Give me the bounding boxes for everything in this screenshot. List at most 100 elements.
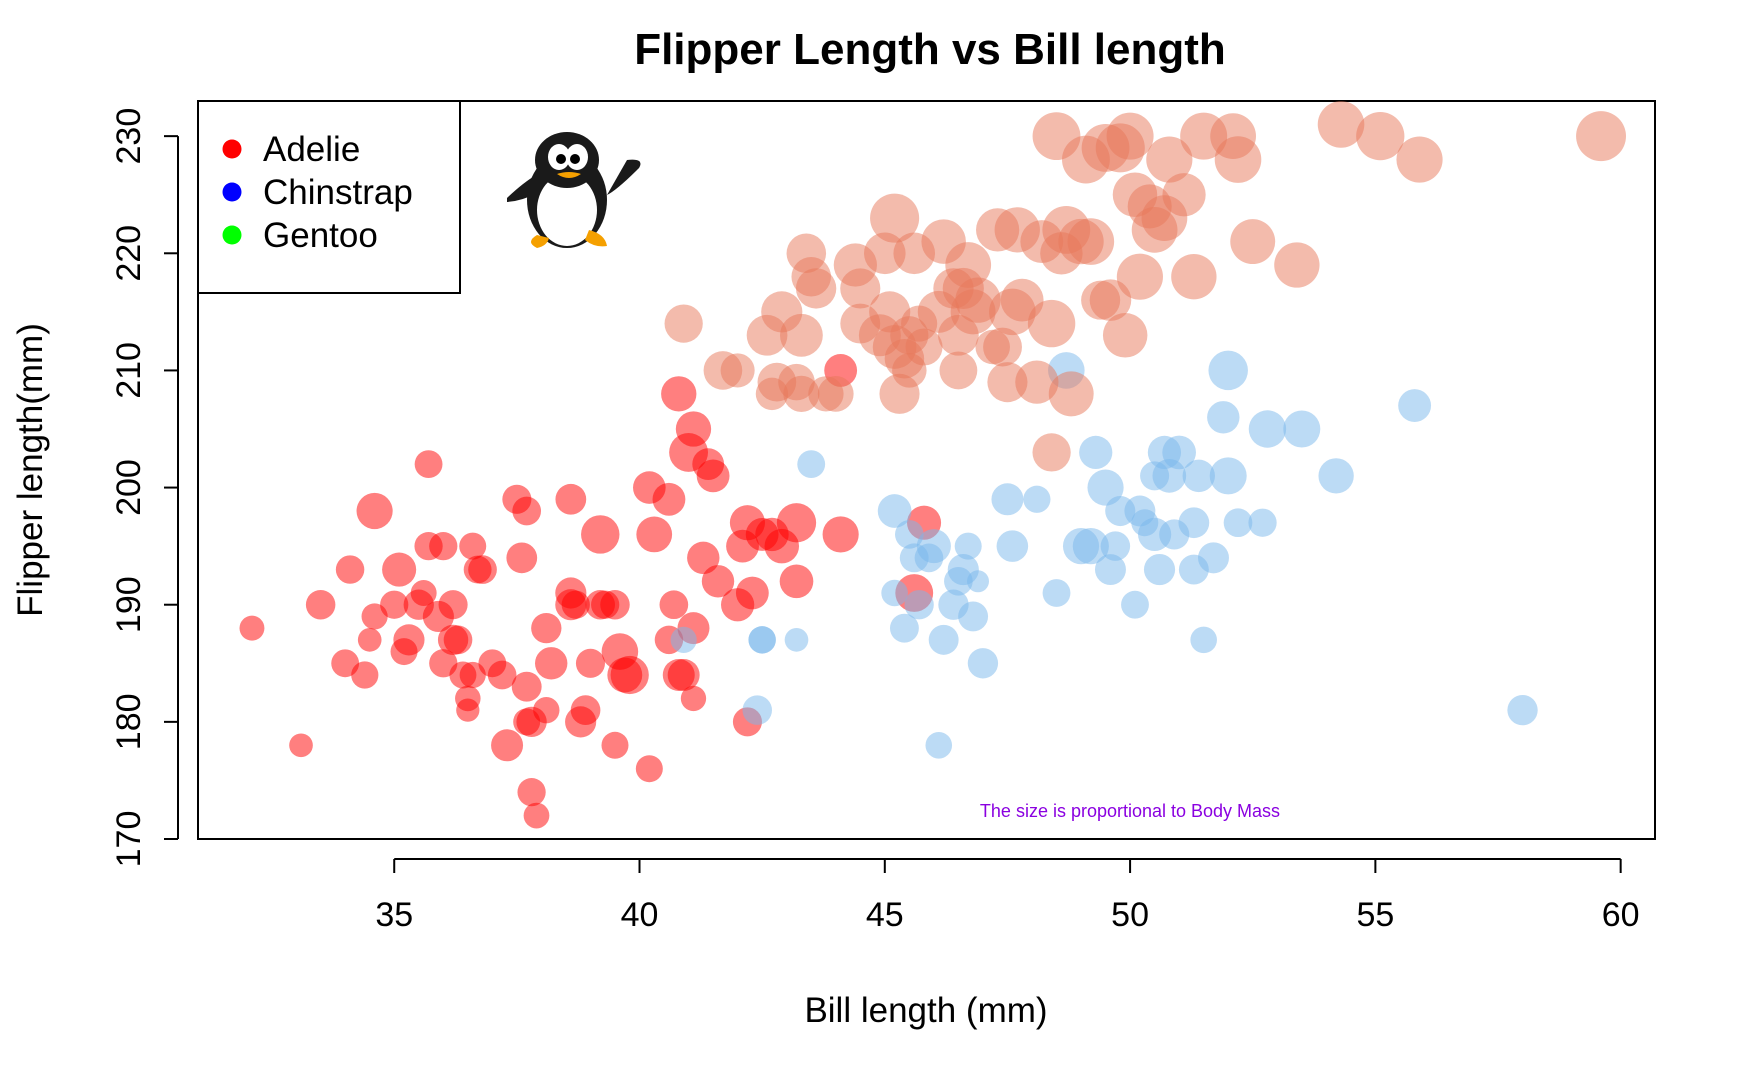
legend: Adelie Chinstrap Gentoo <box>197 100 461 294</box>
data-point <box>1162 173 1206 217</box>
data-point <box>1230 219 1276 265</box>
data-points <box>239 101 1626 829</box>
data-point <box>393 624 425 656</box>
data-point <box>1048 371 1094 417</box>
data-point <box>894 520 924 549</box>
data-point <box>783 375 820 412</box>
x-axis: 35 40 45 50 55 60 <box>375 858 1640 934</box>
data-point <box>1102 313 1148 358</box>
data-point <box>610 655 649 695</box>
data-point <box>305 589 336 620</box>
data-point <box>1214 136 1262 183</box>
data-point <box>877 494 912 528</box>
series-chinstrap <box>670 350 1538 759</box>
data-point <box>1274 242 1320 288</box>
data-point <box>797 450 826 479</box>
chart-title: Flipper Length vs Bill length <box>634 25 1226 74</box>
data-point <box>1356 112 1405 161</box>
data-point <box>575 648 605 678</box>
data-point <box>784 628 809 652</box>
data-point <box>987 362 1028 403</box>
data-point <box>664 304 703 343</box>
data-point <box>351 661 379 689</box>
data-point <box>1116 253 1163 300</box>
data-point <box>356 492 393 530</box>
data-point <box>905 328 943 366</box>
data-point <box>779 313 823 357</box>
data-point <box>967 570 990 593</box>
data-point <box>1248 508 1277 537</box>
data-point <box>239 615 265 641</box>
data-point <box>1087 469 1124 506</box>
data-point <box>1143 553 1176 586</box>
data-point <box>954 532 982 560</box>
data-point <box>670 626 697 653</box>
data-point <box>459 532 487 560</box>
x-tick-label: 60 <box>1602 896 1640 934</box>
y-tick-label: 220 <box>110 225 148 282</box>
legend-label: Adelie <box>263 130 360 169</box>
data-point <box>776 503 817 543</box>
data-point <box>600 589 630 620</box>
data-point <box>581 515 620 554</box>
data-point <box>1171 254 1217 300</box>
data-point <box>659 590 689 620</box>
data-point <box>1182 459 1215 493</box>
data-point <box>939 351 978 390</box>
data-point <box>916 529 951 564</box>
y-tick-label: 190 <box>110 576 148 633</box>
data-point <box>742 695 773 725</box>
data-point <box>1072 528 1109 565</box>
data-point <box>357 628 382 652</box>
data-point <box>1121 590 1149 619</box>
y-axis: 170 180 190 200 210 220 230 <box>110 108 179 867</box>
data-point <box>456 698 480 722</box>
data-point <box>928 624 959 655</box>
data-point <box>555 589 587 621</box>
data-point <box>720 353 755 388</box>
data-point <box>512 496 542 526</box>
data-point <box>1317 101 1365 148</box>
x-tick-label: 55 <box>1356 896 1394 934</box>
y-axis-label: Flipper length(mm) <box>11 323 50 617</box>
data-point <box>491 729 524 762</box>
legend-label: Gentoo <box>263 216 378 255</box>
data-point <box>1178 507 1210 539</box>
data-point <box>468 555 497 584</box>
data-point <box>1208 350 1248 391</box>
data-point <box>380 590 409 619</box>
data-point <box>1507 694 1538 726</box>
data-point <box>687 541 720 575</box>
data-point <box>535 647 568 680</box>
data-point <box>870 193 920 243</box>
data-point <box>1396 136 1443 183</box>
data-point <box>735 576 769 610</box>
x-axis-label: Bill length (mm) <box>804 991 1047 1030</box>
legend-marker <box>222 225 242 245</box>
data-point <box>661 376 697 412</box>
data-point <box>822 516 859 553</box>
size-annotation: The size is proportional to Body Mass <box>980 801 1280 821</box>
data-point <box>635 755 663 783</box>
data-point <box>410 580 437 606</box>
data-point <box>1023 485 1051 513</box>
y-tick-label: 180 <box>110 693 148 750</box>
data-point <box>487 660 517 690</box>
data-point <box>335 555 365 584</box>
data-point <box>983 327 1022 367</box>
data-point <box>680 685 707 712</box>
penguin-icon <box>507 132 641 248</box>
data-point <box>1283 410 1321 448</box>
data-point <box>1209 457 1247 495</box>
data-point <box>1015 360 1059 404</box>
data-point <box>636 516 673 553</box>
data-point <box>555 483 587 515</box>
data-point <box>1042 579 1071 607</box>
data-point <box>506 542 538 574</box>
data-point <box>1146 136 1193 183</box>
data-point <box>429 532 458 561</box>
data-point <box>996 530 1029 562</box>
data-point <box>1248 410 1287 448</box>
data-point <box>601 731 629 759</box>
series-adelie <box>239 354 942 829</box>
